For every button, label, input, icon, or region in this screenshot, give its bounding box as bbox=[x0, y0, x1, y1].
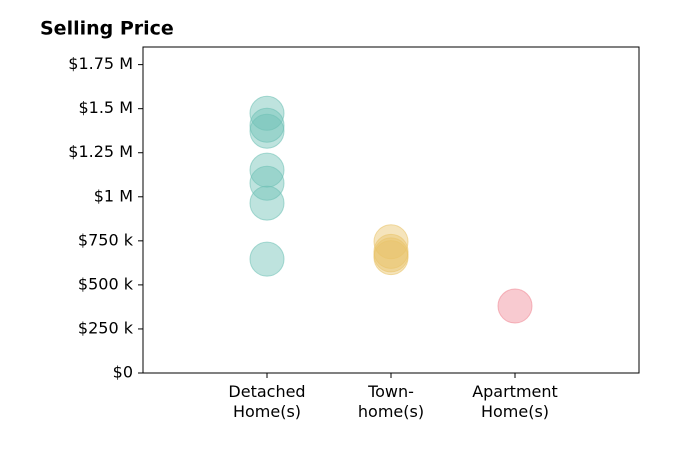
point bbox=[249, 241, 285, 277]
point bbox=[249, 165, 285, 201]
y-tick-label: $500 k bbox=[78, 274, 134, 293]
y-tick-label: $0 bbox=[113, 363, 133, 382]
x-tick-label: Town-home(s) bbox=[358, 382, 424, 421]
x-tick-label-line: Apartment bbox=[472, 382, 558, 401]
point bbox=[249, 152, 285, 188]
y-tick-label: $1.75 M bbox=[68, 54, 133, 73]
y-tick-label: $250 k bbox=[78, 318, 134, 337]
point bbox=[249, 113, 285, 149]
point bbox=[373, 224, 409, 260]
x-tick-label-line: Home(s) bbox=[481, 402, 549, 421]
chart-title: Selling Price bbox=[40, 18, 174, 40]
y-tick-label: $1.5 M bbox=[78, 98, 133, 117]
x-tick-label-line: home(s) bbox=[358, 402, 424, 421]
plot-frame bbox=[142, 46, 640, 374]
point bbox=[497, 288, 533, 324]
y-tick-label: $1 M bbox=[94, 186, 133, 205]
y-tick-label: $750 k bbox=[78, 230, 134, 249]
x-tick-label-line: Home(s) bbox=[233, 402, 301, 421]
x-tick-label: Detached Home(s) bbox=[228, 382, 305, 421]
x-tick-label: Apartment Home(s) bbox=[472, 382, 558, 421]
point bbox=[373, 240, 409, 276]
x-tick-label-line: Town- bbox=[367, 382, 414, 401]
point bbox=[249, 95, 285, 131]
y-tick-label: $1.25 M bbox=[68, 142, 133, 161]
x-tick-label-line: Detached bbox=[228, 382, 305, 401]
point bbox=[249, 185, 285, 221]
